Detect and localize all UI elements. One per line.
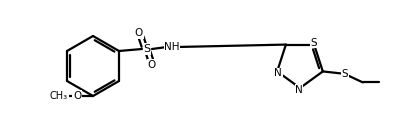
Text: S: S: [342, 69, 348, 79]
Text: CH₃: CH₃: [50, 91, 68, 101]
Text: O: O: [148, 60, 156, 70]
Text: N: N: [295, 85, 303, 95]
Text: O: O: [135, 28, 143, 38]
Text: S: S: [144, 44, 151, 54]
Text: N: N: [274, 68, 282, 78]
Text: S: S: [311, 38, 317, 48]
Text: NH: NH: [164, 42, 180, 52]
Text: O: O: [73, 91, 81, 101]
